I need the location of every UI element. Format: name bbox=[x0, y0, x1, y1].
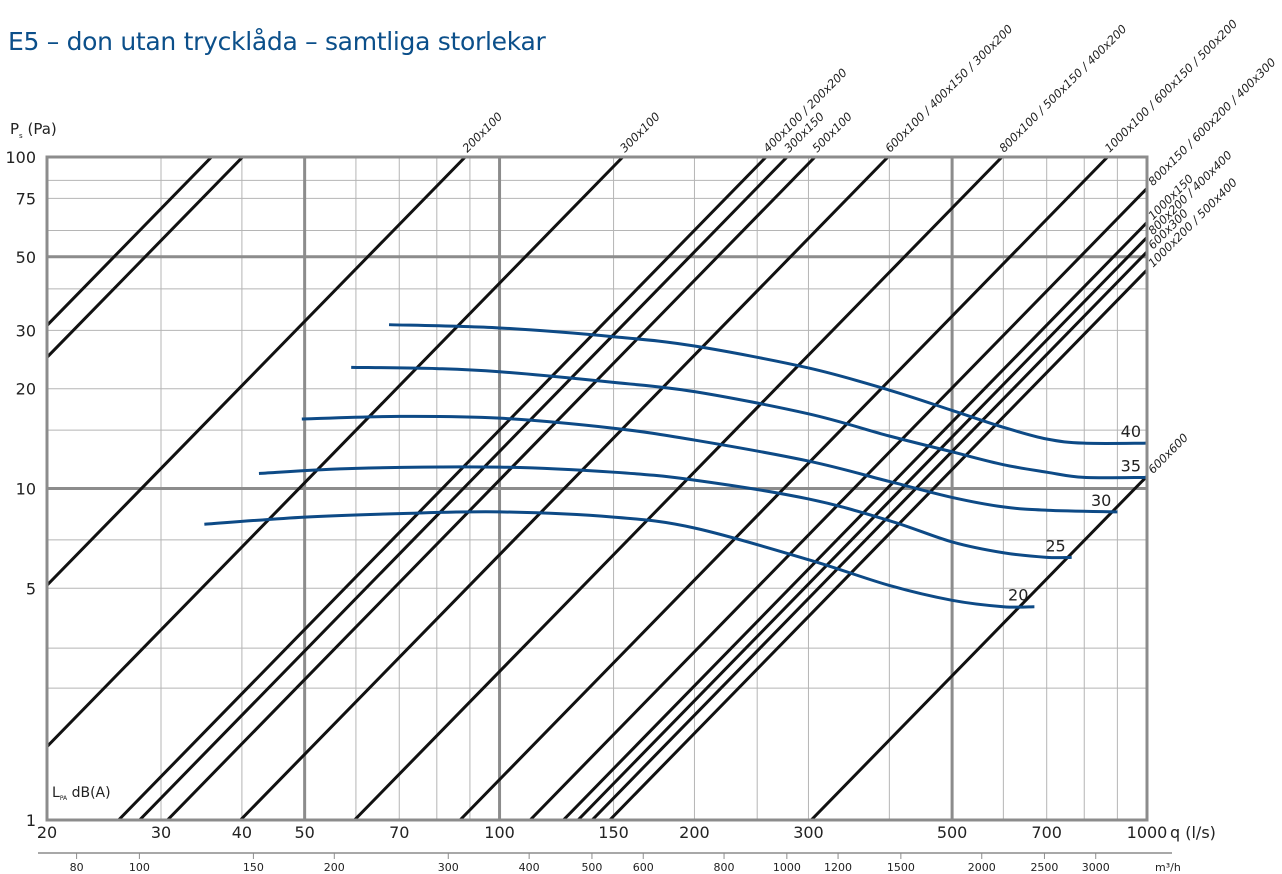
size-line-4 bbox=[117, 157, 768, 820]
x-tick-label: 40 bbox=[232, 823, 252, 842]
y-tick-label: 100 bbox=[5, 148, 36, 167]
size-line-11 bbox=[562, 220, 1147, 820]
x-tick-label: 300 bbox=[793, 823, 824, 842]
y-tick-label: 10 bbox=[16, 480, 36, 499]
size-line-14 bbox=[608, 267, 1147, 820]
secondary-axis-label: 800 bbox=[714, 861, 735, 874]
secondary-axis-unit: m³/h bbox=[1155, 861, 1181, 874]
y-tick-label: 30 bbox=[16, 321, 36, 340]
chart-labels: 200x100 300x100 400x100 / 200x200300x15050… bbox=[5, 17, 1278, 874]
x-axis-title: q (l/s) bbox=[1170, 823, 1216, 842]
x-tick-label: 70 bbox=[389, 823, 409, 842]
sound-curve-30 bbox=[301, 414, 1118, 514]
size-line-6 bbox=[166, 157, 817, 820]
x-tick-label: 50 bbox=[294, 823, 314, 842]
size-line-8 bbox=[353, 157, 1004, 820]
size-line-3 bbox=[47, 157, 624, 749]
x-tick-label: 700 bbox=[1031, 823, 1062, 842]
size-label: 600x100 / 400x150 / 300x200 bbox=[882, 22, 1015, 155]
y-tick-label: 75 bbox=[16, 189, 36, 208]
duct-size-lines bbox=[47, 157, 1147, 820]
size-label: 400x100 / 200x200 bbox=[760, 66, 850, 156]
sound-curve-label: 35 bbox=[1121, 456, 1141, 475]
size-line-10 bbox=[529, 186, 1147, 820]
x-tick-label: 500 bbox=[937, 823, 968, 842]
x-tick-label: 20 bbox=[37, 823, 57, 842]
secondary-axis-label: 500 bbox=[581, 861, 602, 874]
sound-curve-label: 40 bbox=[1121, 422, 1141, 441]
size-label: 200x100 bbox=[459, 109, 505, 155]
x-tick-label: 30 bbox=[151, 823, 171, 842]
size-line-9 bbox=[458, 157, 1109, 820]
y-tick-label: 5 bbox=[26, 579, 36, 598]
x-tick-label: 100 bbox=[484, 823, 515, 842]
y-tick-label: 20 bbox=[16, 380, 36, 399]
y-tick-label: 1 bbox=[26, 811, 36, 830]
sound-level-curves bbox=[204, 323, 1148, 609]
sound-curve-label: 20 bbox=[1008, 586, 1028, 605]
sound-curve-20 bbox=[204, 510, 1035, 609]
x-tick-label: 1000 bbox=[1127, 823, 1168, 842]
sound-curve-label: 25 bbox=[1045, 536, 1065, 555]
grid-layer bbox=[47, 157, 1147, 820]
size-line-1 bbox=[47, 157, 213, 328]
size-line-12 bbox=[576, 235, 1147, 820]
secondary-axis-label: 2000 bbox=[968, 861, 996, 874]
sound-curve-25 bbox=[258, 465, 1072, 560]
secondary-axis-label: 200 bbox=[324, 861, 345, 874]
secondary-axis-label: 3000 bbox=[1082, 861, 1110, 874]
size-line-5 bbox=[138, 157, 789, 820]
size-line-0 bbox=[47, 157, 244, 360]
plot-border bbox=[45, 155, 1149, 822]
secondary-axis-label: 400 bbox=[519, 861, 540, 874]
secondary-axis-label: 1000 bbox=[773, 861, 801, 874]
secondary-axis-label: 600 bbox=[633, 861, 654, 874]
sound-curve-40 bbox=[388, 323, 1148, 445]
secondary-axis-label: 1200 bbox=[824, 861, 852, 874]
y-tick-label: 50 bbox=[16, 248, 36, 267]
secondary-axis-label: 1500 bbox=[887, 861, 915, 874]
secondary-axis-label: 150 bbox=[243, 861, 264, 874]
secondary-axis-label: 300 bbox=[438, 861, 459, 874]
secondary-axis-label: 100 bbox=[129, 861, 150, 874]
size-line-2 bbox=[47, 157, 467, 588]
y-axis-title: Ps (Pa) bbox=[10, 120, 57, 140]
sound-level-title: LPA dB(A) bbox=[52, 785, 111, 802]
secondary-axis-label: 2500 bbox=[1030, 861, 1058, 874]
size-label: 800x100 / 500x150 / 400x200 bbox=[996, 22, 1129, 155]
size-line-15 bbox=[810, 474, 1147, 820]
page-title: E5 – don utan trycklåda – samtliga storl… bbox=[8, 27, 546, 56]
secondary-axis-label: 80 bbox=[70, 861, 84, 874]
size-label: 600x600 bbox=[1145, 431, 1191, 477]
sound-curve-label: 30 bbox=[1091, 491, 1111, 510]
x-tick-label: 150 bbox=[598, 823, 629, 842]
size-label: 300x100 bbox=[617, 109, 663, 155]
plot-frame bbox=[45, 155, 1149, 822]
sound-curve-35 bbox=[351, 365, 1148, 480]
size-line-7 bbox=[239, 157, 890, 820]
x-tick-label: 200 bbox=[679, 823, 710, 842]
